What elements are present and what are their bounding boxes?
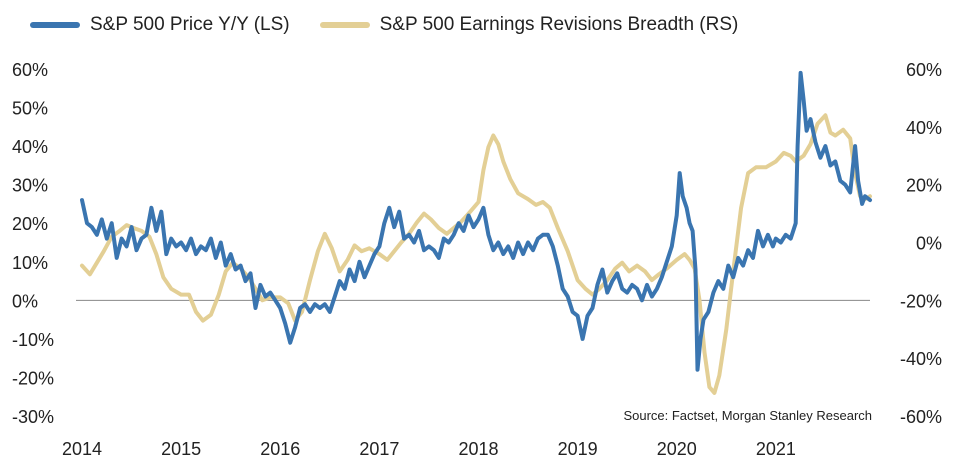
left-tick-label: 0% — [12, 291, 38, 311]
right-tick-label: 60% — [906, 60, 942, 80]
x-tick-label: 2015 — [161, 439, 201, 459]
x-tick-label: 2020 — [657, 439, 697, 459]
right-tick-label: 20% — [906, 176, 942, 196]
right-axis: -60% -40% -20% 0% 20% 40% 60% — [900, 60, 942, 427]
series-layer — [80, 70, 872, 395]
legend-label: S&P 500 Price Y/Y (LS) — [90, 14, 290, 35]
price-series-line — [80, 70, 872, 372]
legend-swatch — [30, 22, 80, 28]
legend-item: S&P 500 Earnings Revisions Breadth (RS) — [319, 14, 739, 36]
left-tick-label: 50% — [12, 99, 48, 119]
x-tick-label: 2021 — [756, 439, 796, 459]
legend-label: S&P 500 Earnings Revisions Breadth (RS) — [379, 14, 739, 35]
x-tick-label: 2018 — [458, 439, 498, 459]
legend-item: S&P 500 Price Y/Y (LS) — [30, 14, 290, 36]
left-tick-label: 60% — [12, 60, 48, 80]
left-tick-label: 40% — [12, 137, 48, 157]
left-tick-label: -10% — [12, 330, 54, 350]
left-tick-label: 30% — [12, 176, 48, 196]
right-tick-label: -40% — [900, 349, 942, 369]
right-tick-label: -20% — [900, 291, 942, 311]
revisions-series-line — [80, 113, 872, 395]
left-tick-label: 10% — [12, 253, 48, 273]
x-tick-label: 2019 — [558, 439, 598, 459]
x-tick-label: 2017 — [359, 439, 399, 459]
x-axis: 2014 2015 2016 2017 2018 2019 2020 2021 — [62, 439, 796, 459]
right-tick-label: 0% — [916, 234, 942, 254]
source-note: Source: Factset, Morgan Stanley Research — [623, 408, 872, 423]
x-tick-label: 2016 — [260, 439, 300, 459]
legend-swatch — [319, 22, 370, 28]
x-tick-label: 2014 — [62, 439, 102, 459]
left-tick-label: -30% — [12, 407, 54, 427]
left-tick-label: -20% — [12, 368, 54, 388]
legend: S&P 500 Price Y/Y (LS) S&P 500 Earnings R… — [30, 14, 738, 36]
right-tick-label: 40% — [906, 118, 942, 138]
left-axis: -30% -20% -10% 0% 10% 20% 30% 40% 50% 60% — [12, 60, 54, 427]
right-tick-label: -60% — [900, 407, 942, 427]
left-tick-label: 20% — [12, 214, 48, 234]
